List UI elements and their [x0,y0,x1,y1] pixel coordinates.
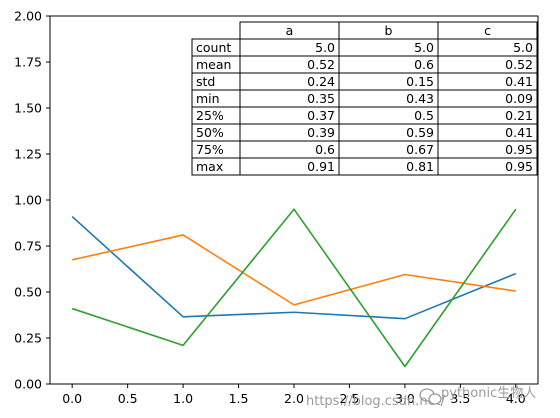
watermark-brand: pythonic生物人 [441,386,536,401]
y-tick-label: 0.25 [14,331,42,346]
table-cell-value: 5.0 [315,40,335,55]
y-tick-label: 1.50 [14,101,42,116]
table-row-label: 75% [196,142,224,157]
x-tick-label: 2.5 [340,391,360,406]
y-tick-label: 2.00 [14,9,42,24]
table-cell-value: 0.6 [315,142,335,157]
table-row-label: mean [196,57,231,72]
table-cell-value: 0.39 [307,125,335,140]
table-cell-value: 0.5 [414,108,434,123]
table-cell-value: 0.95 [505,159,533,174]
table-cell [437,157,538,176]
x-tick-label: 1.5 [229,391,249,406]
series-line-3 [71,208,517,368]
series-line-2 [72,234,516,306]
x-tick-label: 0.5 [118,391,138,406]
table-cell-value: 0.09 [505,91,533,106]
table-cell-value: 0.67 [406,142,434,157]
y-tick-label: 0.75 [14,239,42,254]
table-column-header: b [385,23,393,38]
y-tick-label: 0.00 [14,377,42,392]
watermark-url: https://blog.csdn.net/ [306,394,446,409]
table-cell-value: 0.35 [307,91,335,106]
plot-area [71,208,517,368]
table-cell-value: 0.81 [406,159,434,174]
table-cell-value: 5.0 [414,40,434,55]
table-cell-value: 0.52 [307,57,335,72]
table-cell-value: 0.59 [406,125,434,140]
x-tick-label: 4.0 [506,391,526,406]
table-row-label: max [196,159,223,174]
series-line-1 [71,215,517,320]
table-column-header: c [484,23,491,38]
x-tick-label: 3.5 [450,391,470,406]
wechat-icon [419,388,442,405]
axis-ticks: 0.0 0.5 1.0 1.5 2.0 2.5 3.0 3.5 4.0 0.00 0.25 0.50 0… [14,9,526,407]
y-tick-label: 1.25 [14,147,42,162]
x-tick-label: 0.0 [62,391,82,406]
table-cell-value: 0.95 [505,142,533,157]
y-tick-label: 0.50 [14,285,42,300]
y-tick-label: 1.00 [14,193,42,208]
y-tick-label: 1.75 [14,55,42,70]
table-cell-value: 0.91 [307,159,335,174]
x-tick-label: 1.0 [173,391,193,406]
table-cell-value: 0.43 [406,91,434,106]
table-cell-value: 0.37 [307,108,335,123]
table-row-label: min [196,91,220,106]
table-row-label: count [196,40,231,55]
table-row-label: std [196,74,215,89]
table-cell-value: 0.21 [505,108,533,123]
table-cell-value: 0.24 [307,74,335,89]
table-cell-value: 5.0 [513,40,533,55]
table-cell-value: 0.41 [505,125,533,140]
x-tick-label: 3.0 [395,391,415,406]
table-row-label: 25% [196,108,224,123]
watermark: https://blog.csdn.net/ pythonic生物人 [306,386,536,409]
stats-table: a b c count 5.0 5.0 5.0 mean 0.52 0.6 0.52 std 0.24 0… [191,21,538,176]
table-cell-value: 0.52 [505,57,533,72]
table-cell-value: 0.15 [406,74,434,89]
table-cell-value: 0.6 [414,57,434,72]
table-row-label: 50% [196,125,224,140]
table-cell-value: 0.41 [505,74,533,89]
table-column-header: a [286,23,294,38]
x-tick-label: 2.0 [284,391,304,406]
